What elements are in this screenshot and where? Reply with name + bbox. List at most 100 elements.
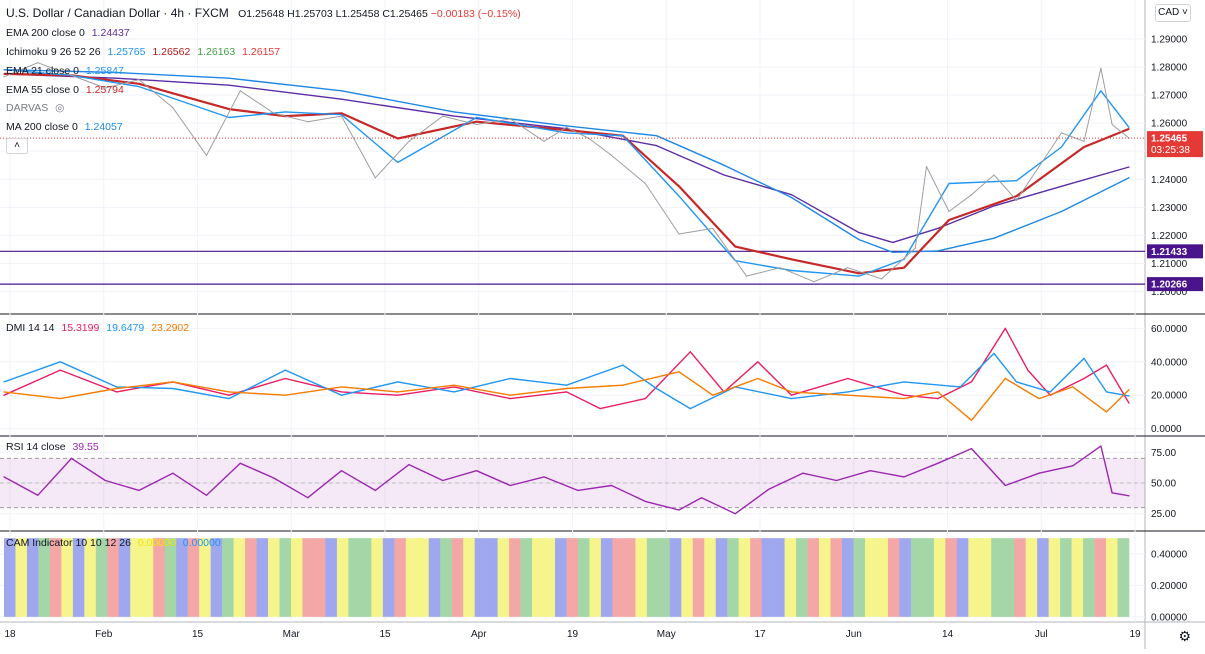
time-tick-label: Apr [471, 629, 487, 640]
legend-ema21-value: 1.25847 [85, 65, 124, 77]
series-point [1100, 445, 1102, 447]
close-value: C1.25465 [382, 8, 428, 20]
series-point [644, 397, 646, 400]
cam-bar [440, 538, 453, 617]
legend-ema55[interactable]: EMA 55 close 0 1.25794 [6, 84, 128, 97]
legend-ema21[interactable]: EMA 21 close 0 1.25847 [6, 65, 128, 78]
series-point [847, 267, 849, 269]
series-point [644, 500, 646, 503]
cam-bar [853, 538, 866, 617]
legend-ichimoku-v3: 1.26163 [197, 46, 236, 58]
series-point [565, 129, 568, 131]
series-point [205, 494, 208, 496]
legend-dmi-v2: 19.6479 [106, 322, 145, 334]
cam-bar [727, 538, 739, 617]
cam-bar [382, 538, 395, 617]
series-point [228, 391, 230, 393]
level-price-label: 1.20266 [1151, 280, 1188, 291]
cam-bar [451, 538, 464, 617]
legend-dmi[interactable]: DMI 14 14 15.3199 19.6479 23.2902 [6, 322, 193, 335]
series-point [1038, 397, 1040, 400]
series-point [1004, 327, 1006, 329]
series-point [689, 351, 691, 353]
legend-ema200-value: 1.24437 [91, 27, 130, 39]
series-point [745, 275, 748, 277]
series-point [802, 472, 804, 474]
cam-bar [474, 538, 487, 617]
series-point [903, 267, 905, 269]
series-point [70, 457, 73, 460]
series-point [790, 194, 793, 196]
cam-bar [302, 538, 315, 617]
time-tick-label: May [657, 629, 676, 640]
legend-cam[interactable]: CAM Indicator 10 10 12 26 0.00000 0.0000… [6, 537, 225, 550]
series-point [453, 115, 455, 117]
cam-bar [555, 538, 567, 617]
cam-bar [532, 538, 544, 617]
series-point [1111, 492, 1113, 494]
series-point [914, 247, 916, 249]
series-point [1060, 132, 1063, 134]
series-point [1105, 411, 1108, 413]
series-point [689, 407, 691, 410]
legend-darvas[interactable]: DARVAS ◎ [6, 102, 68, 115]
series-point [678, 509, 680, 511]
collapse-legend-button[interactable]: ˄ [6, 138, 28, 154]
series-point [115, 391, 118, 393]
series-point [903, 381, 905, 383]
cam-bar [669, 538, 682, 617]
value-tick-label: 1.28000 [1151, 62, 1188, 73]
series-point [138, 83, 140, 85]
legend-cam-value: 0.00000 [182, 537, 221, 549]
series-point [3, 476, 5, 478]
series-point [340, 470, 343, 472]
cam-bar [187, 538, 200, 617]
cam-bar [1025, 538, 1038, 617]
series-point [408, 140, 410, 142]
series-point [565, 391, 568, 393]
series-point [1027, 369, 1029, 371]
series-point [172, 381, 174, 383]
series-point [565, 125, 568, 127]
series-point [622, 135, 624, 137]
cam-bar [394, 538, 407, 617]
legend-ichimoku[interactable]: Ichimoku 9 26 52 26 1.25765 1.26562 1.26… [6, 46, 284, 59]
series-point [937, 227, 939, 229]
change-value: −0.00183 (−0.15%) [430, 8, 521, 20]
series-point [340, 391, 343, 393]
series-point [678, 195, 680, 197]
series-point [228, 394, 230, 396]
currency-select[interactable]: CAD ˅ [1155, 4, 1191, 22]
gear-icon[interactable]: ⚙ [1178, 628, 1191, 644]
legend-ma200[interactable]: MA 200 close 0 1.24057 [6, 121, 127, 134]
series-point [970, 194, 973, 196]
series-point [1004, 377, 1006, 380]
eye-hidden-icon[interactable]: ◎ [55, 102, 65, 114]
cam-bar [1071, 538, 1084, 617]
legend-rsi[interactable]: RSI 14 close 39.55 [6, 441, 103, 454]
legend-ema21-label: EMA 21 close 0 [6, 65, 79, 77]
series-point [813, 281, 815, 283]
legend-ichimoku-label: Ichimoku 9 26 52 26 [6, 46, 101, 58]
series-point [577, 489, 579, 491]
series-point [678, 185, 680, 187]
series-point [172, 387, 174, 390]
series-point [723, 164, 725, 166]
series-point [3, 391, 5, 393]
series-point [543, 476, 545, 478]
series-point [104, 479, 106, 482]
cam-bar [279, 538, 292, 617]
symbol-title[interactable]: U.S. Dollar / Canadian Dollar · 4h · FXC… [6, 6, 229, 20]
series-point [880, 278, 883, 280]
time-tick-label: 15 [379, 629, 391, 640]
legend-ma200-value: 1.24057 [84, 121, 123, 133]
series-point [1083, 357, 1085, 360]
legend-ema200[interactable]: EMA 200 close 0 1.24437 [6, 27, 134, 40]
series-point [397, 391, 399, 393]
series-point [397, 381, 399, 383]
legend-ema200-label: EMA 200 close 0 [6, 27, 85, 39]
cam-bar [256, 538, 269, 617]
cam-bar [15, 538, 28, 617]
cam-bar [761, 538, 774, 617]
